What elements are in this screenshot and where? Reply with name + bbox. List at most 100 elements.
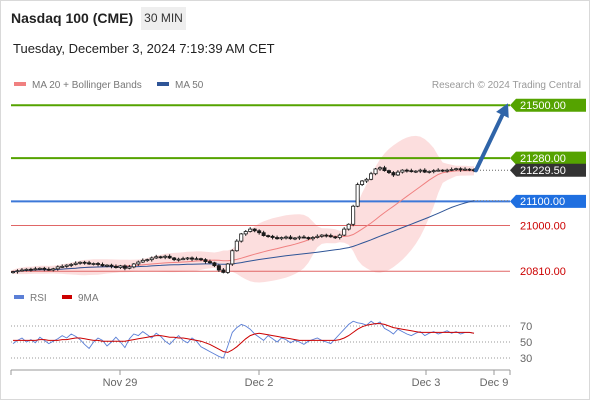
candle-body [37, 267, 42, 270]
level-tag-21500.00: 21500.00 [520, 100, 566, 112]
candle-body [288, 236, 293, 240]
timestamp: Tuesday, December 3, 2024 7:19:39 AM CET [13, 41, 275, 56]
candle-body [136, 261, 141, 265]
candle-body [109, 264, 114, 267]
candle-body [351, 205, 356, 225]
candle-body [400, 169, 405, 173]
candle-body [91, 263, 96, 265]
candle-body [51, 268, 56, 271]
candle-body [297, 236, 302, 239]
candle-body [395, 171, 400, 176]
candle-body [167, 255, 172, 259]
candle-body [194, 258, 199, 261]
rsi-swatch [14, 295, 24, 300]
candle-body [279, 237, 284, 240]
candle-body [158, 256, 163, 259]
candle-body [78, 261, 83, 264]
rsi-tick-30: 30 [520, 353, 532, 365]
chart-header: Nasdaq 100 (CME) 30 MIN [0, 0, 590, 36]
candle-body [216, 265, 221, 271]
candle-body [230, 250, 235, 265]
candle-body [185, 257, 190, 260]
legend-ma20: MA 20 + Bollinger Bands [14, 80, 142, 91]
legend-ma50-label: MA 50 [175, 80, 204, 91]
candle-body [386, 170, 391, 173]
candle-body [122, 265, 127, 269]
candle-body [337, 234, 342, 238]
legend-9ma: 9MA [62, 293, 99, 304]
candle-body [127, 266, 132, 269]
current-price-tag: 21229.50 [520, 165, 566, 177]
ma50-line [12, 200, 475, 273]
legend-9ma-label: 9MA [78, 293, 99, 304]
candle-body [181, 258, 186, 261]
ma50-swatch [157, 82, 169, 87]
candle-body [360, 180, 365, 185]
candle-body [440, 169, 445, 172]
candle-body [140, 259, 145, 263]
candle-body [198, 258, 203, 261]
ma20-swatch [14, 82, 26, 87]
candle-body [243, 231, 248, 235]
candle-body [190, 257, 195, 260]
candle-body [15, 270, 20, 273]
candle-body [154, 256, 159, 259]
candle-body [431, 170, 436, 173]
candle-body [257, 230, 262, 234]
candle-body [221, 269, 226, 273]
candle-body [96, 263, 101, 265]
candle-body [310, 237, 315, 240]
candle-body [145, 259, 150, 262]
candle-body [449, 169, 454, 171]
candle-body [225, 263, 230, 273]
rsi-tick-50: 50 [520, 337, 532, 349]
candle-body [55, 266, 60, 270]
x-tick-label-3: Dec 9 [480, 377, 509, 389]
candle-body [364, 178, 369, 182]
candle-body [64, 264, 69, 267]
candle-body [252, 228, 257, 232]
candle-body [391, 172, 396, 176]
bollinger-bands [13, 135, 474, 283]
legend-ma20-label: MA 20 + Bollinger Bands [32, 80, 142, 91]
candle-body [10, 271, 15, 274]
candle-body [467, 168, 472, 171]
candle-body [163, 255, 168, 258]
candle-body [42, 267, 47, 270]
candle-body [149, 257, 154, 261]
candle-body [369, 173, 374, 180]
candle-body [100, 264, 105, 267]
level-tag-21280.00-bg [510, 151, 586, 165]
level-tag-21000.00: 21000.00 [520, 220, 566, 232]
rsi-ma9-line [13, 323, 475, 353]
candle-body [301, 236, 306, 239]
level-tag-21100.00-bg [510, 194, 586, 208]
candle-body [261, 232, 266, 236]
candle-body [104, 264, 109, 267]
level-tag-21500.00-bg [510, 98, 586, 112]
candle-body [248, 228, 253, 232]
candle-body [306, 237, 311, 240]
candle-body [19, 269, 24, 272]
legend-ma50: MA 50 [157, 80, 203, 91]
candle-body [69, 264, 74, 266]
candle-body [458, 168, 463, 171]
x-tick-label-1: Dec 2 [245, 377, 274, 389]
candle-body [333, 236, 338, 239]
candle-body [46, 268, 51, 271]
candle-body [24, 268, 29, 271]
candle-body [73, 262, 78, 265]
candle-body [212, 262, 217, 267]
current-price-tag-bg [510, 163, 586, 177]
candle-body [172, 257, 177, 261]
legend-rsi-label: RSI [30, 293, 47, 304]
copyright-note: Research © 2024 Trading Central [431, 80, 581, 91]
projection-arrow-head [496, 103, 509, 118]
timeframe-badge[interactable]: 30 MIN [141, 7, 186, 30]
candle-body [319, 234, 324, 237]
candle-body [33, 268, 38, 271]
candle-body [324, 234, 329, 237]
candle-body [409, 170, 414, 173]
candle-body [422, 169, 427, 173]
